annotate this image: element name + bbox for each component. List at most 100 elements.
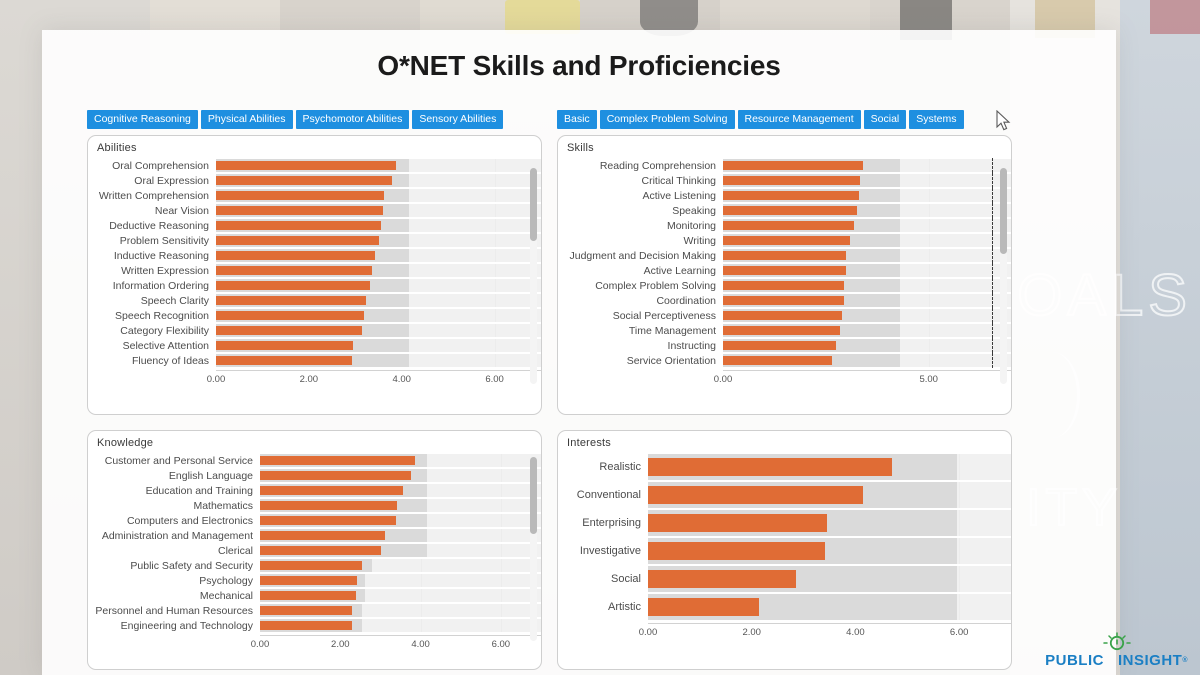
chart-row[interactable]: Customer and Personal Service [88,453,541,468]
chart-bar[interactable] [260,516,397,525]
chart-row[interactable]: Speech Recognition [88,308,541,323]
chart-row[interactable]: Conventional [558,481,1011,509]
chart-bar[interactable] [723,326,841,335]
chart-row[interactable]: Written Expression [88,263,541,278]
chart-row[interactable]: Reading Comprehension [558,158,1011,173]
chart-row[interactable]: Artistic [558,593,1011,621]
chart-row[interactable]: Judgment and Decision Making [558,248,1011,263]
chart-row[interactable]: Active Learning [558,263,1011,278]
chart-bar[interactable] [216,296,366,305]
chart-row[interactable]: Social [558,565,1011,593]
chart-row[interactable]: English Language [88,468,541,483]
chart-row[interactable]: Selective Attention [88,338,541,353]
chart-row[interactable]: Service Orientation [558,353,1011,368]
chart-row[interactable]: Administration and Management [88,528,541,543]
scrollbar-abilities[interactable] [530,168,537,384]
chart-row[interactable]: Writing [558,233,1011,248]
scrollbar-knowledge[interactable] [530,457,537,641]
chart-row[interactable]: Mathematics [88,498,541,513]
chart-bar[interactable] [648,542,826,560]
chart-bar[interactable] [723,266,846,275]
chart-row[interactable]: Speech Clarity [88,293,541,308]
chart-row[interactable]: Near Vision [88,203,541,218]
chart-bar[interactable] [260,456,415,465]
chart-bar[interactable] [216,281,371,290]
chart-row[interactable]: Personnel and Human Resources [88,603,541,618]
scrollbar-thumb[interactable] [530,168,537,242]
chart-bar[interactable] [723,206,857,215]
chart-bar[interactable] [216,161,397,170]
chart-bar[interactable] [723,161,863,170]
chart-bar[interactable] [723,341,837,350]
chart-bar[interactable] [216,206,384,215]
chart-bar[interactable] [216,176,392,185]
tab-cognitive-reasoning[interactable]: Cognitive Reasoning [87,110,198,129]
tab-systems[interactable]: Systems [909,110,964,129]
chart-bar[interactable] [723,311,843,320]
chart-row[interactable]: Active Listening [558,188,1011,203]
chart-row[interactable]: Information Ordering [88,278,541,293]
chart-row[interactable]: Instructing [558,338,1011,353]
chart-bar[interactable] [260,561,363,570]
chart-bar[interactable] [648,514,827,532]
chart-bar[interactable] [723,221,854,230]
chart-row[interactable]: Psychology [88,573,541,588]
chart-bar[interactable] [648,598,760,616]
chart-row[interactable]: Realistic [558,453,1011,481]
tab-social[interactable]: Social [863,110,907,129]
chart-row[interactable]: Time Management [558,323,1011,338]
chart-bar[interactable] [216,221,381,230]
chart-row[interactable]: Speaking [558,203,1011,218]
chart-bar[interactable] [216,356,352,365]
chart-row[interactable]: Written Comprehension [88,188,541,203]
tab-psychomotor-abilities[interactable]: Psychomotor Abilities [295,110,410,129]
chart-row[interactable]: Enterprising [558,509,1011,537]
tab-complex-problem-solving[interactable]: Complex Problem Solving [599,110,735,129]
chart-row[interactable]: Oral Expression [88,173,541,188]
chart-row[interactable]: Engineering and Technology [88,618,541,633]
chart-row[interactable]: Monitoring [558,218,1011,233]
scrollbar-thumb[interactable] [1000,168,1007,255]
scrollbar-thumb[interactable] [530,457,537,535]
chart-bar[interactable] [723,191,859,200]
chart-bar[interactable] [260,621,352,630]
chart-bar[interactable] [216,236,380,245]
chart-bar[interactable] [723,281,845,290]
chart-bar[interactable] [648,570,796,588]
tab-basic[interactable]: Basic [557,110,597,129]
chart-bar[interactable] [216,326,363,335]
chart-bar[interactable] [216,191,385,200]
chart-row[interactable]: Public Safety and Security [88,558,541,573]
chart-bar[interactable] [260,501,398,510]
chart-row[interactable]: Oral Comprehension [88,158,541,173]
chart-row[interactable]: Investigative [558,537,1011,565]
tab-physical-abilities[interactable]: Physical Abilities [200,110,293,129]
scrollbar-skills[interactable] [1000,168,1007,384]
chart-row[interactable]: Inductive Reasoning [88,248,541,263]
tab-resource-management[interactable]: Resource Management [737,110,861,129]
chart-row[interactable]: Category Flexibility [88,323,541,338]
chart-bar[interactable] [260,546,382,555]
chart-row[interactable]: Critical Thinking [558,173,1011,188]
chart-row[interactable]: Social Perceptiveness [558,308,1011,323]
chart-bar[interactable] [723,296,845,305]
chart-row[interactable]: Coordination [558,293,1011,308]
chart-bar[interactable] [723,251,847,260]
chart-bar[interactable] [216,341,353,350]
chart-row[interactable]: Clerical [88,543,541,558]
chart-row[interactable]: Deductive Reasoning [88,218,541,233]
chart-bar[interactable] [648,486,864,504]
chart-bar[interactable] [260,531,386,540]
chart-row[interactable]: Computers and Electronics [88,513,541,528]
chart-bar[interactable] [260,591,357,600]
chart-bar[interactable] [723,236,850,245]
chart-row[interactable]: Problem Sensitivity [88,233,541,248]
chart-row[interactable]: Complex Problem Solving [558,278,1011,293]
chart-bar[interactable] [260,471,411,480]
chart-bar[interactable] [723,176,860,185]
chart-bar[interactable] [216,251,375,260]
chart-bar[interactable] [216,266,372,275]
chart-row[interactable]: Education and Training [88,483,541,498]
chart-bar[interactable] [260,576,358,585]
chart-bar[interactable] [260,486,403,495]
